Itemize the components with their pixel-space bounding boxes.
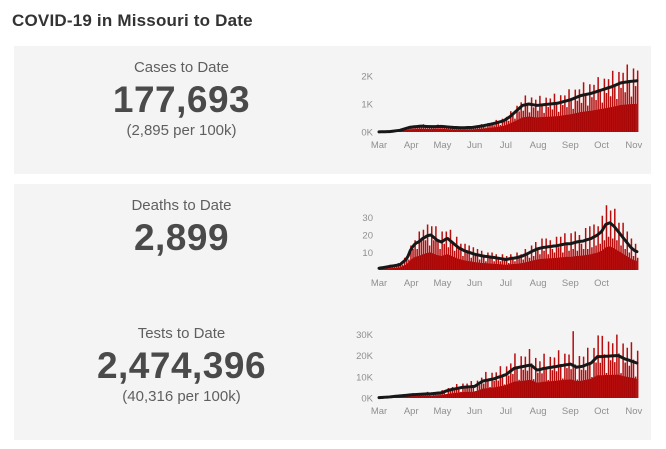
stat-card-tests: Tests to Date 2,474,396 (40,316 per 100k… bbox=[14, 312, 651, 440]
svg-text:Oct: Oct bbox=[594, 278, 609, 289]
cases-stats: Cases to Date 177,693 (2,895 per 100k) bbox=[14, 46, 349, 174]
tests-chart-area: 0K 10K 20K 30K Mar Apr May Jun Jul Aug Sep Oct Nov bbox=[349, 312, 651, 440]
tests-value: 2,474,396 bbox=[96, 345, 267, 386]
tests-per-100k: (40,316 per 100k) bbox=[122, 388, 241, 406]
deaths-label: Deaths to Date bbox=[131, 197, 232, 214]
svg-text:Nov: Nov bbox=[625, 140, 642, 151]
svg-text:1K: 1K bbox=[361, 100, 373, 111]
svg-text:Mar: Mar bbox=[371, 278, 387, 289]
svg-text:Jun: Jun bbox=[467, 140, 482, 151]
cases-chart-area: 0K 1K 2K Mar Apr May Jun Jul Aug Sep Oct Nov bbox=[349, 46, 651, 174]
x-axis-labels: Mar Apr May Jun Jul Aug Sep Oct Nov bbox=[371, 140, 643, 151]
cases-trend-chart[interactable]: 0K 1K 2K Mar Apr May Jun Jul Aug Sep Oct Nov bbox=[349, 58, 659, 158]
tests-trend-chart[interactable]: 0K 10K 20K 30K Mar Apr May Jun Jul Aug Sep Oct Nov bbox=[349, 324, 659, 424]
x-axis-labels: Mar Apr May Jun Jul Aug Sep Oct bbox=[371, 278, 609, 289]
svg-text:Jun: Jun bbox=[467, 406, 482, 417]
svg-text:Oct: Oct bbox=[594, 140, 609, 151]
trend-line[interactable] bbox=[377, 79, 639, 134]
svg-text:May: May bbox=[433, 406, 451, 417]
cases-value: 177,693 bbox=[112, 79, 251, 120]
tests-stats: Tests to Date 2,474,396 (40,316 per 100k… bbox=[14, 312, 349, 440]
svg-text:Sep: Sep bbox=[562, 406, 579, 417]
bars-group[interactable] bbox=[383, 64, 639, 132]
svg-text:2K: 2K bbox=[361, 72, 373, 83]
svg-text:0K: 0K bbox=[361, 128, 373, 139]
svg-text:30: 30 bbox=[362, 213, 373, 224]
svg-text:Apr: Apr bbox=[404, 406, 419, 417]
deaths-chart-area: 10 20 30 Mar Apr May Jun Jul Aug Sep Oct bbox=[349, 184, 651, 312]
stat-card-deaths: Deaths to Date 2,899 10 20 30 Mar Apr May Jun J… bbox=[14, 184, 651, 312]
svg-text:20: 20 bbox=[362, 231, 373, 242]
y-axis-labels: 10 20 30 bbox=[362, 213, 373, 259]
cases-per-100k: (2,895 per 100k) bbox=[126, 122, 237, 140]
svg-text:Mar: Mar bbox=[371, 406, 387, 417]
svg-text:10K: 10K bbox=[356, 372, 374, 383]
x-axis-labels: Mar Apr May Jun Jul Aug Sep Oct Nov bbox=[371, 406, 643, 417]
svg-text:May: May bbox=[433, 278, 451, 289]
tests-label: Tests to Date bbox=[137, 325, 226, 342]
y-axis-labels: 0K 1K 2K bbox=[361, 72, 373, 139]
svg-text:Apr: Apr bbox=[404, 140, 419, 151]
deaths-stats: Deaths to Date 2,899 bbox=[14, 184, 349, 312]
svg-text:Jun: Jun bbox=[467, 278, 482, 289]
svg-text:Jul: Jul bbox=[500, 278, 512, 289]
svg-text:Aug: Aug bbox=[530, 140, 547, 151]
svg-text:Aug: Aug bbox=[530, 406, 547, 417]
bars-group[interactable] bbox=[379, 331, 639, 398]
svg-text:10: 10 bbox=[362, 248, 373, 259]
deaths-trend-chart[interactable]: 10 20 30 Mar Apr May Jun Jul Aug Sep Oct bbox=[349, 196, 659, 296]
svg-text:May: May bbox=[433, 140, 451, 151]
svg-text:Apr: Apr bbox=[404, 278, 419, 289]
trend-line[interactable] bbox=[377, 221, 639, 270]
deaths-value: 2,899 bbox=[133, 217, 230, 258]
svg-text:Mar: Mar bbox=[371, 140, 387, 151]
svg-text:Oct: Oct bbox=[594, 406, 609, 417]
svg-text:30K: 30K bbox=[356, 330, 374, 341]
svg-text:Aug: Aug bbox=[530, 278, 547, 289]
svg-text:20K: 20K bbox=[356, 351, 374, 362]
stat-card-cases: Cases to Date 177,693 (2,895 per 100k) 0… bbox=[14, 46, 651, 174]
cases-label: Cases to Date bbox=[133, 59, 230, 76]
svg-text:0K: 0K bbox=[361, 394, 373, 405]
dashboard-title: COVID-19 in Missouri to Date bbox=[12, 11, 253, 30]
trend-line[interactable] bbox=[377, 354, 639, 400]
svg-text:Jul: Jul bbox=[500, 406, 512, 417]
y-axis-labels: 0K 10K 20K 30K bbox=[356, 330, 374, 405]
svg-text:Sep: Sep bbox=[562, 278, 579, 289]
svg-text:Sep: Sep bbox=[562, 140, 579, 151]
svg-text:Nov: Nov bbox=[625, 406, 642, 417]
svg-text:Jul: Jul bbox=[500, 140, 512, 151]
